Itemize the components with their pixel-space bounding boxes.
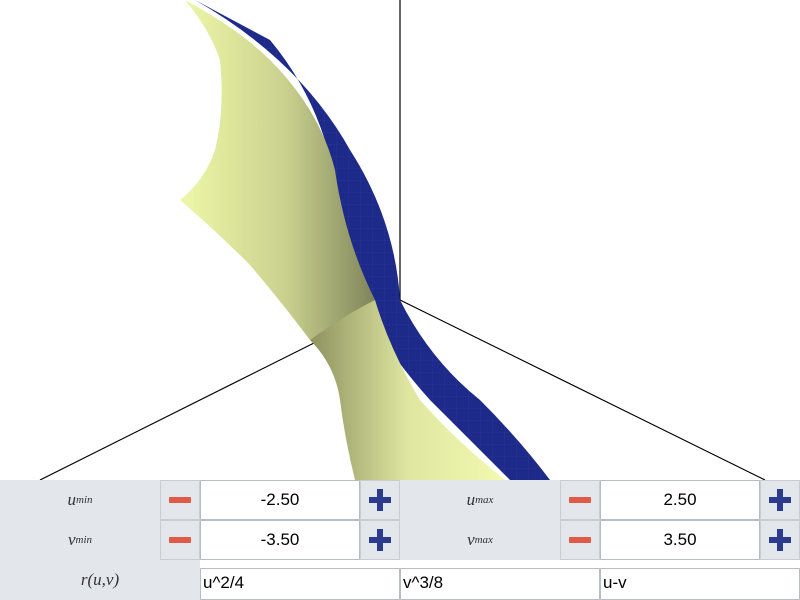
u-max-symbol: u (466, 490, 476, 509)
v-min-label: v min (0, 520, 160, 560)
u-min-increment-button[interactable] (360, 480, 400, 520)
u-min-decrement-button[interactable] (160, 480, 200, 520)
minus-icon (569, 497, 591, 503)
surface-plot[interactable] (0, 0, 800, 481)
u-max-value[interactable]: 2.50 (600, 480, 760, 520)
v-max-decrement-button[interactable] (560, 520, 600, 560)
plus-icon (769, 529, 791, 551)
v-min-increment-button[interactable] (360, 520, 400, 560)
v-max-increment-button[interactable] (760, 520, 800, 560)
plus-icon (369, 529, 391, 551)
plus-icon (769, 489, 791, 511)
u-min-value[interactable]: -2.50 (200, 480, 360, 520)
minus-icon (569, 537, 591, 543)
u-max-increment-button[interactable] (760, 480, 800, 520)
u-min-subscript: min (76, 494, 93, 506)
v-max-label: v max (400, 520, 560, 560)
v-min-value[interactable]: -3.50 (200, 520, 360, 560)
r-function-label: r(u,v) (0, 560, 200, 600)
u-max-label: u max (400, 480, 560, 520)
r-y-component-input[interactable]: v^3/8 (400, 568, 600, 600)
u-max-decrement-button[interactable] (560, 480, 600, 520)
parameter-panel: u min -2.50 u max 2.50 v min -3.50 v max 3.5… (0, 480, 800, 600)
y-axis (399, 299, 766, 481)
v-min-symbol: v (67, 530, 76, 549)
minus-icon (169, 537, 191, 543)
v-max-subscript: max (474, 534, 493, 546)
v-min-subscript: min (75, 534, 93, 546)
surface-lower-front-face (310, 300, 505, 480)
surface-back-mesh (195, 0, 550, 480)
plus-icon (369, 489, 391, 511)
u-min-symbol: u (67, 490, 77, 509)
v-max-symbol: v (467, 530, 475, 549)
minus-icon (169, 497, 191, 503)
3d-viewport[interactable] (0, 0, 800, 481)
v-max-value[interactable]: 3.50 (600, 520, 760, 560)
surface-upper-front-face (180, 0, 375, 340)
r-z-component-input[interactable]: u-v (600, 568, 800, 600)
r-x-component-input[interactable]: u^2/4 (200, 568, 400, 600)
v-min-decrement-button[interactable] (160, 520, 200, 560)
u-max-subscript: max (475, 494, 494, 506)
u-min-label: u min (0, 480, 160, 520)
